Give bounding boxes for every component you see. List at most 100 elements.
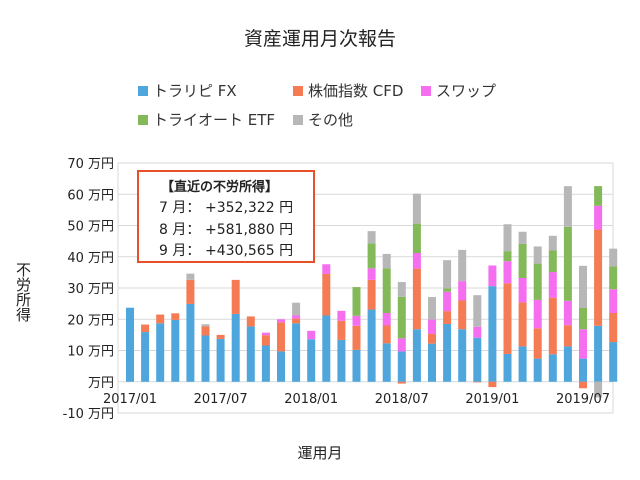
y-tick-label: 70 万円 [67,157,114,172]
bar-segment-2019/03-s3 [518,243,527,278]
bar-segment-2019/02-s3 [503,251,512,262]
bar-segment-2019/04-s3 [533,263,542,300]
bar-segment-2019/08-s2 [594,205,603,230]
bar-segment-2019/06-s3 [563,226,572,301]
bar-segment-2018/05-s0 [367,309,376,382]
recent-income-annotation: 【直近の不労所得】 7 月： +352,322 円 8 月： +581,880 … [137,170,315,263]
bar-segment-2018/01-s0 [307,339,316,382]
bar-segment-2019/03-s4 [518,231,527,244]
bar-segment-2018/08-s3 [412,223,421,253]
bar-segment-2018/02-s2 [322,264,331,274]
bar-segment-2018/07-s1 [397,381,406,384]
legend-item-other: その他 [293,109,353,130]
bar-segment-2018/10-s4 [443,260,452,289]
bar-segment-2019/04-s1 [533,328,542,359]
y-tick-label: 万円 [88,376,114,391]
bar-segment-2017/12-s0 [292,323,301,382]
bar-segment-2018/03-s2 [337,310,346,321]
bar-segment-2017/10-s0 [261,345,270,382]
bar-segment-2018/06-s0 [382,343,391,382]
bar-segment-2019/01-s0 [488,286,497,382]
bar-segment-2017/08-s0 [231,313,240,382]
annotation-value: +352,322 円 [205,200,294,216]
y-tick-label: 50 万円 [67,220,114,235]
bar-segment-2018/06-s4 [382,253,391,269]
bar-segment-2018/12-s4 [473,295,482,327]
annotation-month: 8 月： [159,222,201,238]
bar-segment-2017/07-s1 [216,334,225,339]
bar-segment-2018/09-s2 [428,319,436,334]
bar-segment-2019/02-s0 [503,353,512,382]
bar-segment-2017/11-s1 [277,322,285,352]
bar-segment-2018/11-s1 [458,300,467,330]
y-tick-label: 60 万円 [67,188,114,203]
legend-swatch [293,85,303,96]
bar-segment-2018/04-s2 [352,315,361,326]
bar-segment-2019/05-s0 [548,354,557,382]
legend-label: スワップ [436,82,497,100]
bar-segment-2019/01-s1 [488,381,497,388]
bar-segment-2019/08-s0 [594,325,603,382]
bar-segment-2019/04-s4 [533,246,542,264]
bar-segment-2018/11-s2 [458,281,467,301]
bar-segment-2019/06-s2 [563,300,572,326]
annotation-month: 9 月： [159,243,201,259]
bar-segment-2018/06-s3 [382,268,391,313]
bar-segment-2018/04-s0 [352,349,361,382]
bar-segment-2019/03-s0 [518,346,527,382]
bar-segment-2018/03-s1 [337,320,346,340]
bar-segment-2019/09-s2 [609,289,618,313]
bar-segment-2018/07-s0 [397,351,406,382]
legend-swatch [421,85,431,96]
bar-segment-2018/05-s3 [367,243,376,269]
bar-segment-2018/04-s1 [352,325,361,350]
bar-segment-2017/09-s0 [246,326,255,382]
bar-segment-2017/05-s0 [186,303,195,382]
bar-segment-2018/12-s2 [473,326,482,338]
bar-segment-2019/01-s2 [488,265,497,287]
y-tick-label: -10 万円 [63,407,114,422]
bar-segment-2018/04-s3 [352,287,361,316]
bar-segment-2019/08-s3 [594,186,603,206]
bar-segment-2019/07-s3 [579,308,587,330]
bar-segment-2018/05-s2 [367,268,376,280]
bar-segment-2017/04-s1 [171,313,180,320]
bar-segment-2018/01-s2 [307,330,316,340]
bar-segment-2018/08-s0 [412,329,421,382]
bar-segment-2017/10-s1 [261,335,270,346]
bar-segment-2017/11-s2 [277,319,285,323]
bar-segment-2019/03-s2 [518,278,527,303]
bar-segment-2018/05-s1 [367,279,376,310]
bar-segment-2018/08-s2 [412,253,421,269]
legend-label: トライオート ETF [153,111,276,129]
bar-segment-2018/12-s1 [473,381,482,383]
legend-label: トラリピ FX [153,82,237,100]
bar-segment-2018/08-s4 [412,193,421,224]
y-tick-label: 10 万円 [67,345,114,360]
bar-segment-2018/11-s0 [458,329,467,382]
bar-segment-2018/09-s4 [428,297,436,320]
legend-swatch [293,114,303,125]
legend-item-fx: トラリピ FX [138,80,237,101]
x-tick-label: 2018/01 [284,392,338,407]
bar-segment-2018/10-s0 [443,323,452,382]
bar-segment-2019/05-s4 [548,235,557,251]
annotation-month: 7 月： [159,200,201,216]
bar-segment-2017/12-s1 [292,318,301,324]
bar-segment-2019/02-s4 [503,224,512,252]
x-tick-label: 2019/01 [465,392,519,407]
bar-segment-2018/06-s2 [382,313,391,326]
legend-swatch [138,114,148,125]
bar-segment-2019/06-s1 [563,325,572,347]
bar-segment-2019/08-s4 [594,381,603,398]
chart-title: 資産運用月次報告 [243,28,396,50]
bar-segment-2017/03-s0 [156,323,165,382]
y-tick-label: 20 万円 [67,313,114,328]
bar-segment-2019/06-s0 [563,346,572,382]
bar-segment-2017/06-s1 [201,326,210,336]
bar-segment-2019/05-s3 [548,250,557,273]
x-axis-label: 運用月 [297,444,343,462]
bar-segment-2017/12-s2 [292,315,301,319]
bar-segment-2019/09-s0 [609,342,618,382]
